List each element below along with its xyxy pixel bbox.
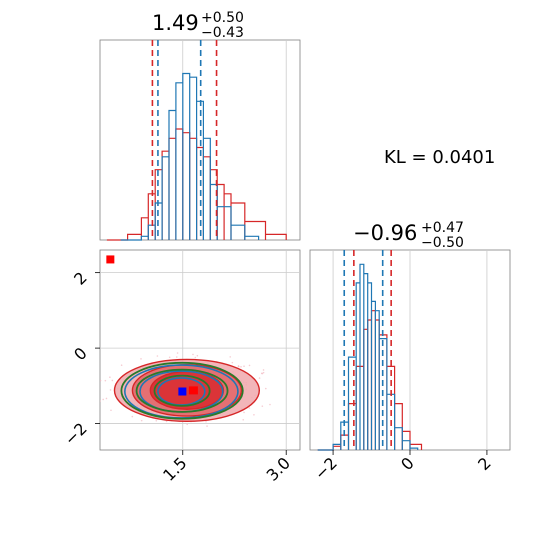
scatter-point <box>186 423 189 426</box>
scatter-point <box>248 364 251 367</box>
scatter-point <box>243 365 245 367</box>
param1-title: 1.49 <box>152 11 199 35</box>
scatter-point <box>111 379 114 382</box>
scatter-point <box>100 379 102 382</box>
scatter-point <box>140 419 143 422</box>
red-marker <box>106 255 115 264</box>
red-center-marker <box>188 386 198 395</box>
scatter-xtick-0: 1.5 <box>159 453 190 484</box>
scatter-point <box>237 365 240 368</box>
scatter-ytick-0: 2 <box>70 268 91 289</box>
scatter-point <box>253 413 255 416</box>
scatter-point <box>261 405 264 407</box>
scatter-point <box>196 354 199 357</box>
green-contour-2 <box>153 374 211 407</box>
param1-title-value: 1.49 <box>152 11 199 35</box>
scatter-point <box>156 355 159 357</box>
scatter-point <box>105 397 108 400</box>
param1-title-minus: −0.43 <box>201 25 244 41</box>
blue-center-marker <box>178 387 187 396</box>
scatter-point <box>258 377 261 379</box>
scatter-point <box>231 361 234 364</box>
scatter-point <box>206 425 208 427</box>
scatter-xtick-1: 3.0 <box>263 453 294 484</box>
scatter-point <box>248 407 251 409</box>
scatter-point <box>102 398 104 401</box>
param2-title-value: −0.96 <box>353 221 417 245</box>
scatter-point <box>97 382 99 384</box>
right-hist-blue <box>317 263 419 451</box>
scatter-point <box>262 371 265 374</box>
joint-scatter-axes <box>99 249 301 451</box>
scatter-point <box>100 400 101 402</box>
scatter-point <box>192 353 194 356</box>
scatter-point <box>205 420 207 423</box>
scatter-ytick-1: 0 <box>70 344 91 365</box>
joint-contours <box>97 352 271 427</box>
param2-title-minus: −0.50 <box>421 235 464 251</box>
scatter-point <box>261 372 264 375</box>
right-xtick-2: 2 <box>474 453 495 474</box>
scatter-point <box>175 356 178 358</box>
kl-annotation: KL = 0.0401 <box>384 147 496 168</box>
scatter-point <box>240 366 242 368</box>
scatter-point <box>243 411 245 414</box>
scatter-point <box>155 419 158 422</box>
scatter-point <box>131 415 134 418</box>
scatter-point <box>168 356 171 359</box>
param2-title: −0.96 <box>353 221 417 245</box>
right-xtick-0: −2 <box>311 453 341 483</box>
scatter-point <box>109 389 112 391</box>
scatter-point <box>262 369 265 371</box>
scatter-point <box>104 379 107 382</box>
param2-title-plus: +0.47 <box>421 220 464 236</box>
scatter-point <box>176 352 179 354</box>
top-hist-blue <box>120 72 260 241</box>
green-contour-0 <box>120 361 244 420</box>
scatter-point <box>109 376 111 379</box>
scatter-point <box>120 364 123 366</box>
green-contour-1 <box>135 368 229 413</box>
scatter-point <box>110 409 112 412</box>
scatter-point <box>265 387 267 390</box>
scatter-ytick-2: −2 <box>61 419 91 449</box>
right-xtick-1: 0 <box>397 453 418 474</box>
scatter-point <box>165 420 168 423</box>
scatter-point <box>269 403 271 406</box>
scatter-point <box>140 358 142 360</box>
scatter-point <box>229 356 232 358</box>
param1-title-plus: +0.50 <box>201 10 244 26</box>
scatter-point <box>242 418 245 421</box>
scatter-point <box>194 356 197 359</box>
